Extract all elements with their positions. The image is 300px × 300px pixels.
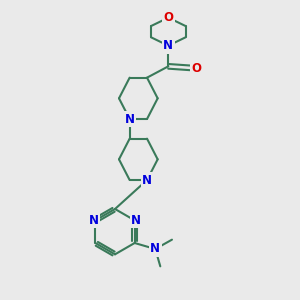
Text: N: N bbox=[142, 173, 152, 187]
Text: N: N bbox=[163, 39, 173, 52]
Text: N: N bbox=[124, 112, 135, 125]
Text: O: O bbox=[163, 11, 173, 24]
Text: N: N bbox=[89, 214, 99, 227]
Text: N: N bbox=[131, 214, 141, 227]
Text: N: N bbox=[150, 242, 160, 256]
Text: O: O bbox=[191, 61, 201, 74]
